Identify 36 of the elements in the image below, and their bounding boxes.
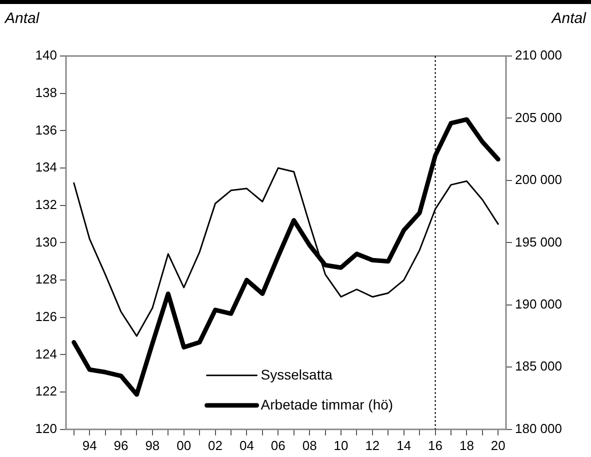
y2-tick-label: 185 000 xyxy=(515,358,562,374)
y-axis-title: Antal xyxy=(5,10,40,27)
y-tick-label: 130 xyxy=(35,234,57,250)
x-tick-label: 96 xyxy=(114,438,128,453)
legend-label: Arbetade timmar (hö) xyxy=(260,396,394,412)
x-tick-label: 18 xyxy=(459,438,474,453)
x-tick-label: 20 xyxy=(490,438,506,453)
x-tick-label: 08 xyxy=(302,438,317,453)
y-tick-label: 140 xyxy=(35,48,57,63)
x-tick-label: 10 xyxy=(334,438,348,453)
y-tick-label: 136 xyxy=(35,122,57,138)
y2-tick-label: 210 000 xyxy=(515,48,562,63)
y-tick-label: 120 xyxy=(35,420,57,436)
y2-tick-label: 190 000 xyxy=(515,296,562,312)
y-tick-label: 134 xyxy=(35,160,57,175)
y-tick-label: 124 xyxy=(35,346,57,362)
x-tick-label: 16 xyxy=(428,438,443,453)
x-tick-label: 12 xyxy=(365,438,380,453)
y2-tick-label: 200 000 xyxy=(515,172,562,188)
x-tick-label: 04 xyxy=(239,438,254,453)
y-tick-label: 138 xyxy=(35,84,57,100)
y-tick-label: 128 xyxy=(35,272,57,287)
legend-label: Sysselsatta xyxy=(260,366,333,382)
x-tick-label: 98 xyxy=(145,438,160,453)
x-tick-label: 06 xyxy=(270,438,286,453)
y2-axis-title: Antal xyxy=(552,10,586,27)
y-tick-label: 132 xyxy=(35,196,57,212)
y2-tick-label: 205 000 xyxy=(515,110,562,125)
x-tick-label: 02 xyxy=(208,438,223,453)
x-tick-label: 14 xyxy=(396,438,412,453)
x-tick-label: 94 xyxy=(82,438,97,453)
y-tick-label: 122 xyxy=(35,384,57,399)
y2-tick-label: 180 000 xyxy=(515,420,562,436)
y-tick-label: 126 xyxy=(35,308,57,324)
x-tick-label: 00 xyxy=(176,438,192,453)
y2-tick-label: 195 000 xyxy=(515,234,562,250)
